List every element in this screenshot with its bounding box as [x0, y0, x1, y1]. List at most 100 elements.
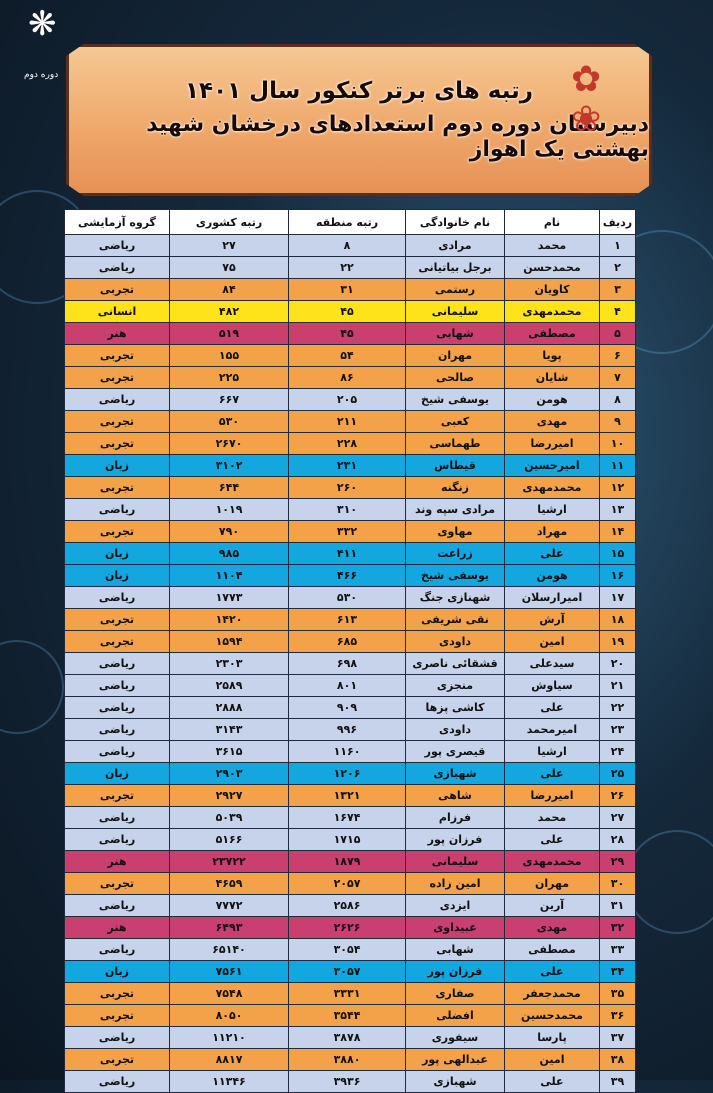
table-row: ۳۷ پارسا سیفوری ۳۸۷۸ ۱۱۲۱۰ ریاضی: [64, 1026, 636, 1049]
cell-row-number: ۳۱: [599, 894, 636, 917]
table-row: ۱۳ ارشیا مرادی سپه وند ۳۱۰ ۱۰۱۹ ریاضی: [64, 498, 636, 521]
cell-last-name: نقی شریفی: [405, 608, 505, 631]
cell-regional-rank: ۶۱۳: [288, 608, 406, 631]
cell-national-rank: ۲۹۰۳: [169, 762, 289, 785]
cell-exam-group: تجربی: [64, 278, 170, 301]
cell-first-name: ارشیا: [504, 498, 600, 521]
cell-last-name: منجزی: [405, 674, 505, 697]
cell-row-number: ۵: [599, 322, 636, 345]
cell-first-name: علی: [504, 696, 600, 719]
cell-exam-group: ریاضی: [64, 1070, 170, 1093]
cell-exam-group: انسانی: [64, 300, 170, 323]
cell-row-number: ۳۲: [599, 916, 636, 939]
table-row: ۱۶ هومن یوسفی شیخ ۴۶۶ ۱۱۰۴ زبان: [64, 564, 636, 587]
cell-last-name: زنگنه: [405, 476, 505, 499]
table-row: ۱۱ امیرحسین قیطاس ۲۳۱ ۳۱۰۲ زبان: [64, 454, 636, 477]
cell-row-number: ۴: [599, 300, 636, 323]
cell-national-rank: ۲۹۲۷: [169, 784, 289, 807]
cell-regional-rank: ۸۶: [288, 366, 406, 389]
cell-first-name: محمدمهدی: [504, 850, 600, 873]
cell-last-name: زراعت: [405, 542, 505, 565]
cell-regional-rank: ۳۵۴۴: [288, 1004, 406, 1027]
cell-exam-group: تجربی: [64, 872, 170, 895]
cell-national-rank: ۱۷۷۳: [169, 586, 289, 609]
cell-exam-group: زبان: [64, 762, 170, 785]
table-row: ۲۲ علی کاشی پزها ۹۰۹ ۲۸۸۸ ریاضی: [64, 696, 636, 719]
cell-first-name: علی: [504, 762, 600, 785]
cell-last-name: صالحی: [405, 366, 505, 389]
table-row: ۳۱ آرین ایزدی ۲۵۸۶ ۷۷۷۲ ریاضی: [64, 894, 636, 917]
cell-last-name: صفاری: [405, 982, 505, 1005]
logo-subtitle: دوره دوم: [24, 70, 59, 80]
table-row: ۳۲ مهدی عبیداوی ۲۶۲۶ ۶۴۹۳ هنر: [64, 916, 636, 939]
cell-national-rank: ۳۱۴۳: [169, 718, 289, 741]
cell-row-number: ۲۸: [599, 828, 636, 851]
cell-national-rank: ۷۵۴۸: [169, 982, 289, 1005]
cell-first-name: سیدعلی: [504, 652, 600, 675]
cell-national-rank: ۹۸۵: [169, 542, 289, 565]
cell-regional-rank: ۲۰۵۷: [288, 872, 406, 895]
header-regional-rank: رتبه منطقه: [288, 209, 406, 235]
cell-first-name: محمد: [504, 234, 600, 257]
cell-exam-group: تجربی: [64, 784, 170, 807]
cell-regional-rank: ۴۶۶: [288, 564, 406, 587]
cell-regional-rank: ۶۸۵: [288, 630, 406, 653]
cell-first-name: محمدجعفر: [504, 982, 600, 1005]
table-row: ۱ محمد مرادی ۸ ۲۷ ریاضی: [64, 234, 636, 257]
cell-exam-group: ریاضی: [64, 652, 170, 675]
table-row: ۳۸ امین عبدالهی پور ۳۸۸۰ ۸۸۱۷ تجربی: [64, 1048, 636, 1071]
cell-regional-rank: ۴۵: [288, 322, 406, 345]
table-header-row: ردیف نام نام خانوادگی رتبه منطقه رتبه کش…: [64, 209, 636, 235]
cell-first-name: امین: [504, 1048, 600, 1071]
cell-row-number: ۱: [599, 234, 636, 257]
background-network-circle: [0, 640, 64, 734]
rankings-table-container: ردیف نام نام خانوادگی رتبه منطقه رتبه کش…: [64, 209, 636, 1093]
cell-row-number: ۳۵: [599, 982, 636, 1005]
cell-row-number: ۹: [599, 410, 636, 433]
cell-exam-group: ریاضی: [64, 586, 170, 609]
cell-national-rank: ۳۱۰۲: [169, 454, 289, 477]
cell-row-number: ۱۸: [599, 608, 636, 631]
table-row: ۲۱ سیاوش منجزی ۸۰۱ ۲۵۸۹ ریاضی: [64, 674, 636, 697]
cell-first-name: محمدمهدی: [504, 476, 600, 499]
cell-regional-rank: ۱۸۷۹: [288, 850, 406, 873]
cell-regional-rank: ۱۲۰۶: [288, 762, 406, 785]
cell-regional-rank: ۳۸۸۰: [288, 1048, 406, 1071]
cell-first-name: علی: [504, 542, 600, 565]
cell-national-rank: ۶۶۷: [169, 388, 289, 411]
cell-regional-rank: ۲۵۸۶: [288, 894, 406, 917]
table-row: ۱۸ آرش نقی شریفی ۶۱۳ ۱۴۲۰ تجربی: [64, 608, 636, 631]
cell-row-number: ۲۹: [599, 850, 636, 873]
cell-last-name: فرزام: [405, 806, 505, 829]
cell-last-name: سلیمانی: [405, 850, 505, 873]
table-row: ۱۴ مهراد مهاوی ۳۳۲ ۷۹۰ تجربی: [64, 520, 636, 543]
cell-national-rank: ۲۷: [169, 234, 289, 257]
cell-national-rank: ۸۸۱۷: [169, 1048, 289, 1071]
header-row-number: ردیف: [599, 209, 636, 235]
cell-last-name: شاهی: [405, 784, 505, 807]
cell-first-name: مصطفی: [504, 322, 600, 345]
cell-national-rank: ۲۶۷۰: [169, 432, 289, 455]
cell-national-rank: ۲۲۵: [169, 366, 289, 389]
cell-exam-group: ریاضی: [64, 1026, 170, 1049]
table-row: ۳۳ مصطفی شهابی ۳۰۵۴ ۶۵۱۴۰ ریاضی: [64, 938, 636, 961]
cell-regional-rank: ۵۳۰: [288, 586, 406, 609]
table-row: ۲۶ امیررضا شاهی ۱۳۲۱ ۲۹۲۷ تجربی: [64, 784, 636, 807]
cell-row-number: ۳۴: [599, 960, 636, 983]
cell-exam-group: ریاضی: [64, 806, 170, 829]
cell-first-name: مهدی: [504, 916, 600, 939]
cell-exam-group: تجربی: [64, 344, 170, 367]
table-row: ۳۰ مهران امین زاده ۲۰۵۷ ۴۶۵۹ تجربی: [64, 872, 636, 895]
cell-national-rank: ۲۳۰۳: [169, 652, 289, 675]
cell-first-name: محمد: [504, 806, 600, 829]
cell-national-rank: ۷۷۷۲: [169, 894, 289, 917]
cell-row-number: ۲۰: [599, 652, 636, 675]
cell-regional-rank: ۶۹۸: [288, 652, 406, 675]
cell-regional-rank: ۲۲۸: [288, 432, 406, 455]
header-national-rank: رتبه کشوری: [169, 209, 289, 235]
cell-national-rank: ۷۵۶۱: [169, 960, 289, 983]
table-row: ۲۰ سیدعلی قشقائی ناصری ۶۹۸ ۲۳۰۳ ریاضی: [64, 652, 636, 675]
cell-last-name: عبدالهی پور: [405, 1048, 505, 1071]
cell-row-number: ۲۱: [599, 674, 636, 697]
cell-regional-rank: ۸: [288, 234, 406, 257]
